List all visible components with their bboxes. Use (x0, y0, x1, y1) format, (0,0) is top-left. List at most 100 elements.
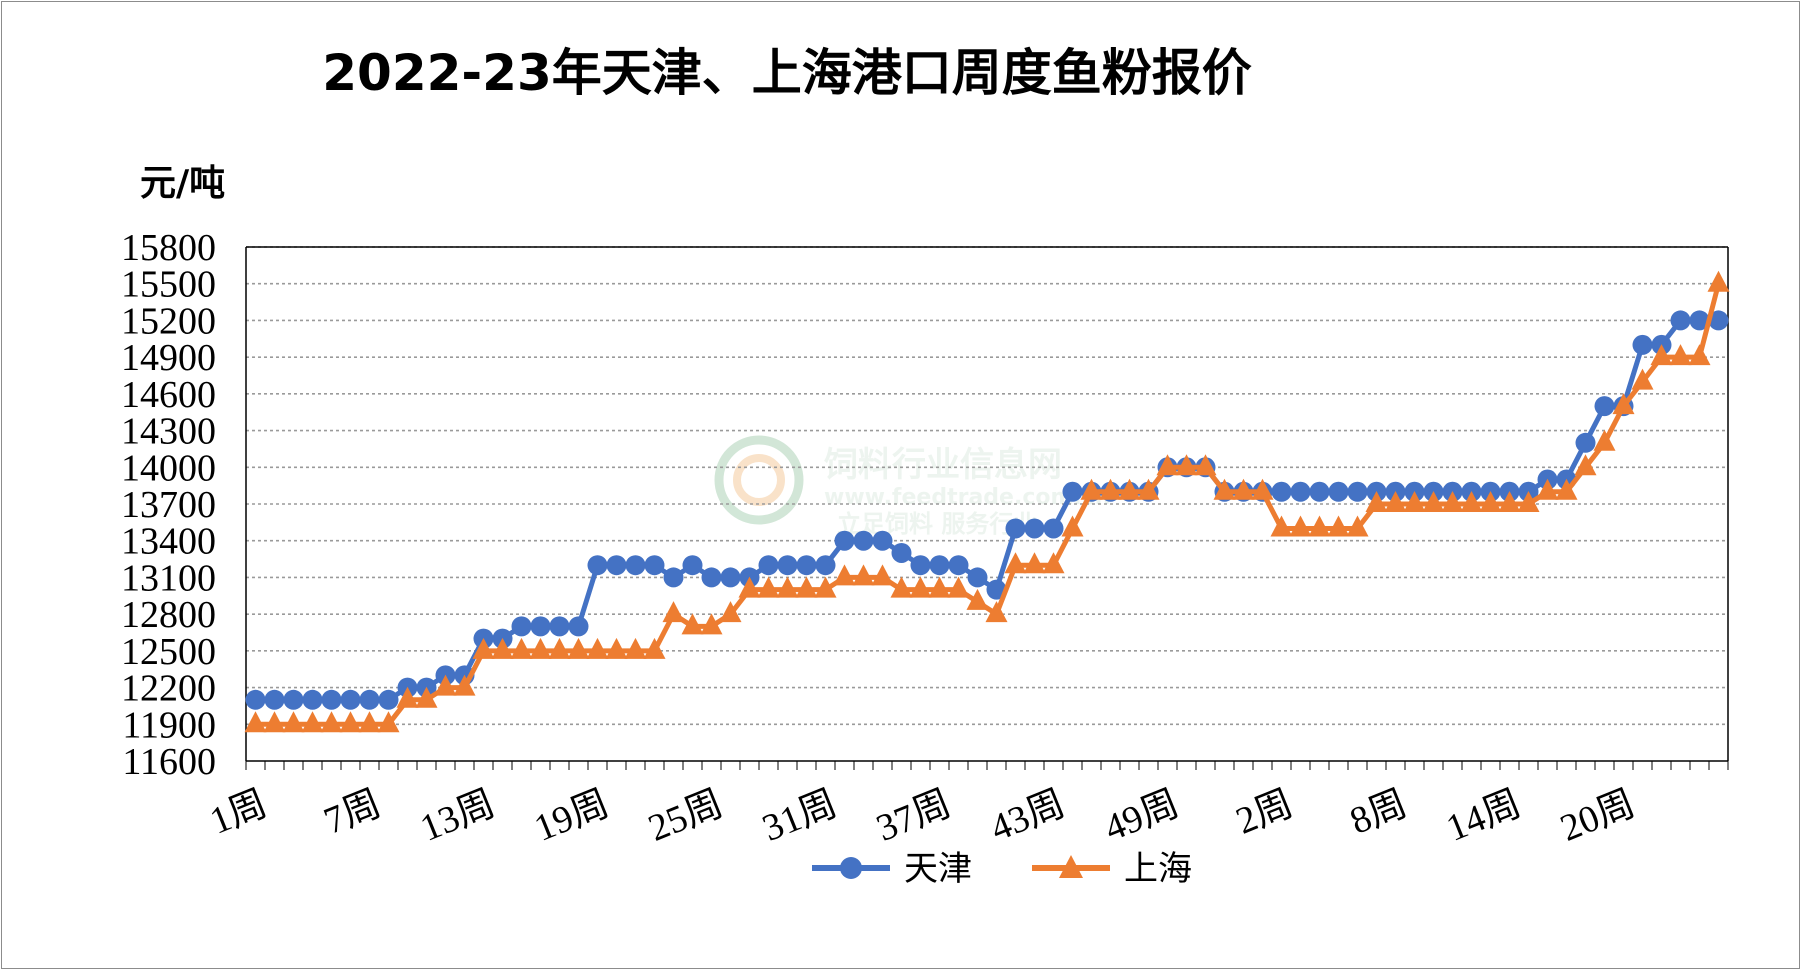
data-point (1232, 478, 1255, 500)
data-point (1517, 491, 1540, 512)
data-point (605, 637, 628, 659)
legend-label-shanghai: 上海 (1124, 849, 1192, 889)
data-point (1213, 478, 1236, 500)
data-point (853, 530, 874, 551)
y-tick-label: 12200 (121, 668, 216, 710)
data-point (1536, 478, 1559, 500)
data-point (852, 564, 875, 586)
y-tick-label: 12500 (121, 631, 216, 673)
data-point (1479, 491, 1502, 512)
data-point (1156, 454, 1179, 476)
data-point (378, 689, 399, 710)
data-point (625, 555, 646, 576)
data-point (682, 555, 703, 576)
data-point (1498, 491, 1521, 512)
data-point (491, 637, 514, 659)
data-point (833, 564, 856, 586)
data-point (1441, 491, 1464, 512)
data-point (1632, 334, 1653, 355)
data-point (245, 689, 266, 710)
data-point (1289, 515, 1312, 537)
legend-item-shanghai: 上海 (1032, 849, 1192, 889)
x-tick-label: 14周 (1441, 782, 1527, 849)
data-point (1194, 454, 1217, 476)
data-point (1271, 481, 1292, 502)
data-point (472, 637, 495, 659)
data-point (1251, 478, 1274, 500)
legend-marker-shanghai (1059, 855, 1083, 878)
watermark-logo-icon (714, 435, 804, 525)
data-point (1707, 270, 1730, 292)
data-point (1575, 432, 1596, 453)
data-point (282, 711, 305, 733)
y-tick-label: 14300 (121, 411, 216, 453)
data-point (644, 555, 665, 576)
data-point (1555, 478, 1578, 500)
x-tick-label: 19周 (529, 782, 615, 849)
data-point (757, 576, 780, 598)
data-point (947, 576, 970, 598)
data-point (814, 576, 837, 598)
y-tick-label: 14000 (121, 447, 216, 489)
data-point (967, 567, 988, 588)
data-point (929, 555, 950, 576)
data-point (1594, 396, 1615, 417)
data-point (1384, 491, 1407, 512)
data-point (1422, 491, 1445, 512)
data-point (815, 555, 836, 576)
y-tick-label: 13400 (121, 521, 216, 563)
data-point (530, 616, 551, 637)
data-point (1061, 515, 1084, 537)
data-point (1670, 310, 1691, 331)
data-point (396, 686, 419, 708)
y-tick-label: 13100 (121, 557, 216, 599)
data-point (586, 637, 609, 659)
data-point (568, 616, 589, 637)
data-point (776, 576, 799, 598)
x-tick-label: 25周 (643, 782, 729, 849)
data-point (643, 637, 666, 659)
data-point (587, 555, 608, 576)
y-tick-label: 11900 (122, 704, 216, 746)
data-point (662, 601, 685, 623)
data-point (1328, 481, 1349, 502)
y-tick-label: 15200 (121, 300, 216, 342)
data-point (681, 613, 704, 635)
data-point (263, 711, 286, 733)
data-point (1043, 518, 1064, 539)
data-point (1688, 344, 1711, 366)
data-point (358, 711, 381, 733)
data-point (606, 555, 627, 576)
data-point (1308, 515, 1331, 537)
axes (245, 246, 1729, 770)
data-point (1403, 491, 1426, 512)
data-point (1574, 454, 1597, 476)
data-point (244, 711, 267, 733)
y-tick-label: 15500 (121, 264, 216, 306)
y-tick-label: 14600 (121, 374, 216, 416)
x-tick-label: 7周 (318, 782, 387, 842)
data-point (1327, 515, 1350, 537)
data-point (320, 711, 343, 733)
data-point (549, 616, 570, 637)
data-point (1137, 478, 1160, 500)
data-point (738, 576, 761, 598)
x-tick-label: 1周 (204, 782, 273, 842)
data-point (1650, 344, 1673, 366)
data-point (928, 576, 951, 598)
data-point (796, 555, 817, 576)
data-point (264, 689, 285, 710)
series-layer (244, 270, 1730, 733)
data-point (1460, 491, 1483, 512)
data-point (1270, 515, 1293, 537)
data-point (548, 637, 571, 659)
data-point (434, 674, 457, 696)
y-tick-labels: 1160011900122001250012800131001340013700… (121, 227, 216, 783)
data-point (1309, 481, 1330, 502)
data-point (1593, 429, 1616, 451)
data-point (453, 674, 476, 696)
data-point (910, 555, 931, 576)
data-point (510, 637, 533, 659)
data-point (1669, 344, 1692, 366)
